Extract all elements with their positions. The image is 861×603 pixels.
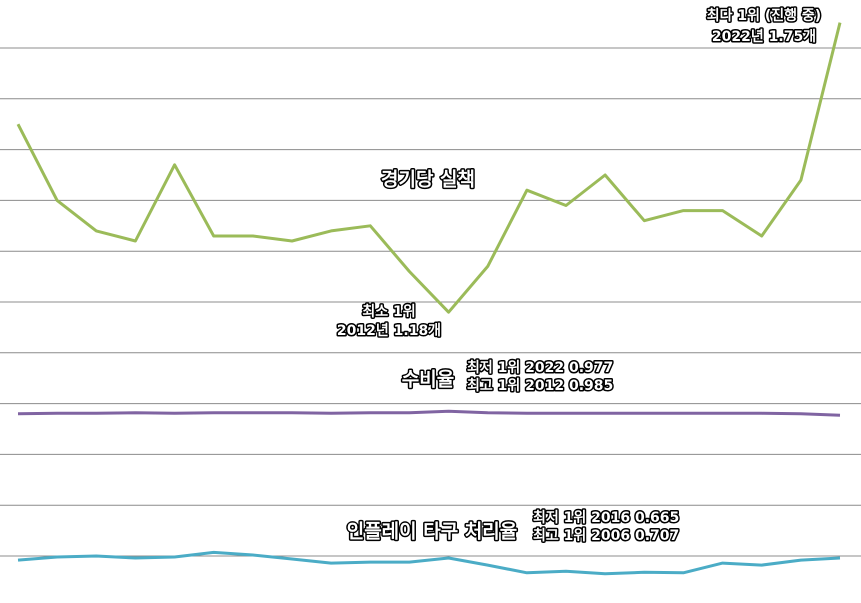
annotation: 최저 1위 2016 0.665 bbox=[533, 510, 679, 526]
annotation: 최소 1위 bbox=[362, 304, 415, 320]
series-line bbox=[16, 22, 842, 314]
series-label: 수비율 bbox=[402, 369, 454, 391]
annotation: 2012년 1.18개 bbox=[337, 323, 441, 339]
annotation: 2022년 1.75개 bbox=[712, 29, 816, 45]
series-label: 경기당 실책 bbox=[381, 169, 475, 191]
series-label: 인플레이 타구 처리율 bbox=[347, 521, 518, 543]
series-line bbox=[17, 550, 841, 576]
annotation: 최고 1위 2012 0.985 bbox=[467, 378, 613, 394]
series-line bbox=[17, 409, 841, 417]
annotation: 최다 1위 (진행 중) bbox=[707, 7, 821, 24]
annotation: 최고 1위 2006 0.707 bbox=[533, 528, 679, 544]
annotation: 최저 1위 2022 0.977 bbox=[467, 360, 613, 376]
